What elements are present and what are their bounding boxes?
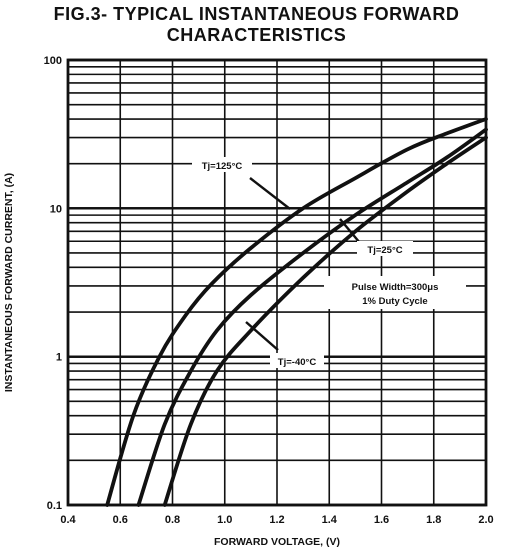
pulse-note-bg — [324, 276, 466, 309]
label-tj-25c: Tj=25°C — [367, 245, 402, 256]
label-tj-25c-bg — [357, 241, 413, 256]
leader-line-tj-minus40c — [245, 321, 279, 351]
x-tick-label: 0.6 — [113, 514, 128, 526]
label-tj-125c: Tj=125°C — [202, 161, 243, 172]
leader-line-tj-125c — [249, 177, 291, 210]
x-axis-label: FORWARD VOLTAGE, (V) — [214, 536, 340, 548]
figure-title-line-1: FIG.3- TYPICAL INSTANTANEOUS FORWARD — [53, 4, 460, 24]
x-tick-label: 2.0 — [478, 514, 493, 526]
label-tj-minus40c-bg — [270, 353, 324, 368]
label-tj-125c-bg — [192, 157, 252, 172]
leader-line-tj-25c — [339, 218, 361, 244]
series-tj-25c-curve — [136, 127, 488, 507]
x-tick-label: 1.8 — [426, 514, 441, 526]
x-tick-label: 1.0 — [217, 514, 232, 526]
series-tj-minus40c-curve — [162, 135, 488, 507]
x-tick-label: 0.8 — [165, 514, 180, 526]
y-tick-label: 0.1 — [47, 500, 62, 512]
x-tick-label: 1.6 — [374, 514, 389, 526]
series-tj-125c-curve — [105, 117, 488, 507]
y-tick-label: 10 — [50, 203, 62, 215]
figure-title-line-2: CHARACTERISTICS — [166, 25, 347, 45]
x-tick-label: 1.2 — [269, 514, 284, 526]
pulse-width-note: Pulse Width=300μs — [352, 282, 439, 293]
y-axis-label: INSTANTANEOUS FORWARD CURRENT, (A) — [3, 173, 15, 392]
x-tick-label: 1.4 — [322, 514, 338, 526]
y-tick-label: 100 — [44, 55, 62, 67]
y-tick-label: 1 — [56, 352, 62, 364]
label-tj-minus40c: Tj=-40°C — [278, 357, 317, 368]
x-tick-label: 0.4 — [60, 514, 76, 526]
duty-cycle-note: 1% Duty Cycle — [362, 296, 427, 307]
plot-frame — [66, 58, 488, 507]
figure-title-block: FIG.3- TYPICAL INSTANTANEOUS FORWARD CHA… — [0, 4, 513, 46]
